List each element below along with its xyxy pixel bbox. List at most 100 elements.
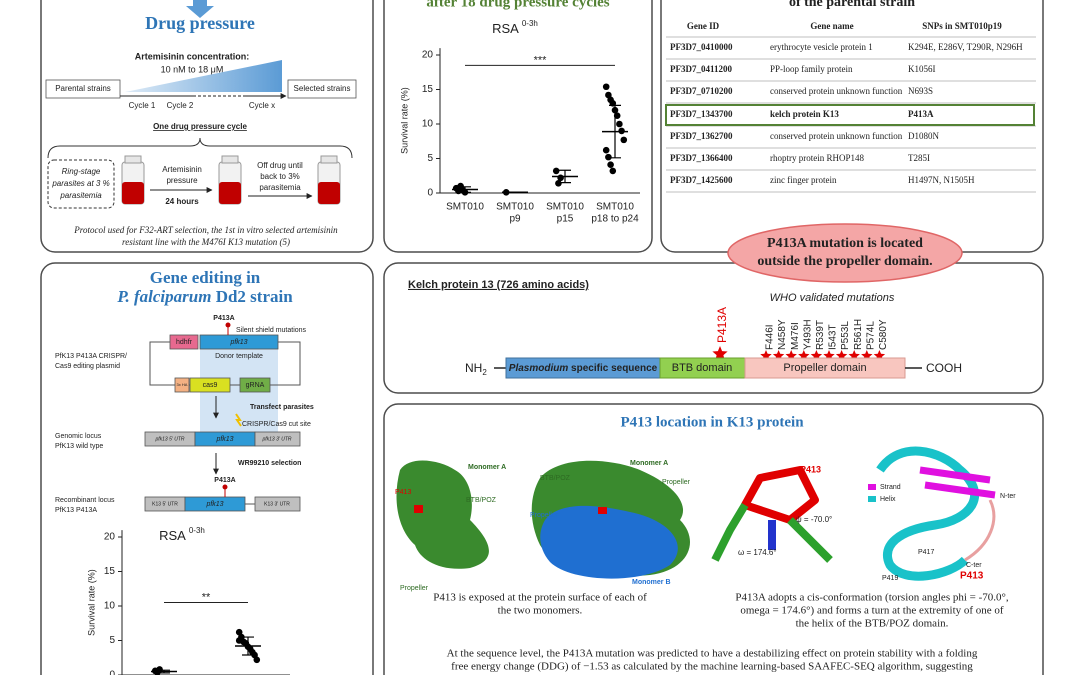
cycle-label: Cycle 1 — [129, 101, 156, 110]
selected-box — [287, 79, 357, 99]
caption-left: P413 is exposed at the protein surface o… — [433, 592, 647, 604]
backbone — [711, 502, 833, 563]
structure-label: N-ter — [1000, 493, 1016, 500]
gene-editing-title: Gene editing in — [150, 268, 261, 287]
structure-label: C-ter — [966, 562, 982, 569]
n-terminus-sub: 2 — [482, 368, 487, 377]
data-point — [235, 637, 243, 644]
diagram-label: P413A — [213, 315, 234, 322]
sd-bar — [559, 169, 571, 184]
monomer-b-surface — [540, 505, 678, 579]
x-tick-label: p18 to p24 — [591, 214, 639, 225]
cut-site — [235, 413, 242, 427]
column-header: Gene name — [810, 21, 853, 31]
table-cell: PF3D7_1425600 — [670, 175, 733, 185]
duration: 24 hours — [165, 197, 199, 206]
diagram-label: pfk13 — [205, 501, 223, 508]
ring-stage-text: Ring-stage — [62, 167, 101, 176]
paragraph: free energy change (DDG) of −1.53 as cal… — [451, 661, 973, 673]
table-cell: N693S — [908, 86, 933, 96]
species: P. falciparum — [116, 287, 211, 306]
diagram-label: Donor template — [215, 353, 263, 360]
diagram-label: PfK13 P413A CRISPR/ — [55, 353, 127, 360]
mutation-label: R539T — [815, 320, 826, 350]
y-tick-label: 20 — [104, 532, 116, 543]
diagram-label: pfk13 5' UTR — [154, 436, 184, 442]
table-cell: kelch protein K13 — [770, 109, 839, 119]
diagram-label: K13 3' UTR — [264, 501, 290, 507]
mutation-label: R561H — [853, 319, 864, 350]
diagram-label: pfk13 3' UTR — [261, 436, 291, 442]
structure-label: P413 — [960, 571, 984, 582]
selected-label: Selected strains — [294, 84, 351, 93]
diagram-label: Silent shield mutations — [236, 327, 307, 334]
protocol-caption: resistant line with the M476I K13 mutati… — [122, 237, 290, 247]
p413-site — [414, 505, 423, 513]
diagram-label: cas9 — [203, 382, 218, 389]
table-cell: PP-loop family protein — [770, 64, 853, 74]
parental-box — [45, 79, 121, 99]
table-cell: rhoptry protein RHOP148 — [770, 153, 864, 163]
mutation-label: C580Y — [878, 319, 889, 350]
sd-bar — [242, 636, 254, 656]
parental-label: Parental strains — [55, 84, 111, 93]
structure-label: BTB/POZ — [540, 475, 571, 482]
mutation-label: N458Y — [777, 319, 788, 350]
ring-stage-text: parasites at 3 % — [51, 179, 109, 188]
n-terminus: NH2 — [465, 361, 487, 377]
y-tick-label: 15 — [422, 84, 434, 95]
proline-ring — [741, 466, 819, 524]
data-point — [557, 174, 564, 182]
highlight-row — [665, 104, 1035, 126]
off-drug-text: Off drug until — [257, 161, 303, 170]
structure-label: BTB/POZ — [466, 497, 497, 504]
strain: Dd2 strain — [216, 287, 294, 306]
plasmodium-label: Plasmodium specific sequence — [509, 363, 658, 374]
diagram-label: PfK13 P413A — [55, 507, 97, 514]
chart-title-text: RSA — [492, 21, 519, 36]
x-tick-label: SMT010 — [496, 202, 534, 213]
significance-label: *** — [534, 54, 548, 66]
mutation-pin-head — [225, 322, 231, 328]
panel-survival — [383, 0, 653, 253]
data-point — [602, 146, 610, 154]
structure-title: P413 location in K13 protein — [620, 414, 804, 430]
table-cell: K1056I — [908, 64, 936, 74]
down-arrow — [186, 0, 214, 18]
data-point — [607, 161, 614, 169]
sd-bar — [459, 186, 471, 193]
structure-label: P417 — [918, 549, 934, 556]
protocol-caption: Protocol used for F32-ART selection, the… — [73, 225, 338, 235]
table-cell: P413A — [908, 109, 934, 119]
data-point — [555, 180, 562, 187]
mutation-pin-head — [222, 484, 228, 490]
table-cell: PF3D7_1362700 — [670, 131, 733, 141]
diagram-label: pfk13 — [229, 339, 247, 346]
structure-label: Propeller — [400, 585, 429, 592]
table-cell: PF3D7_0410000 — [670, 42, 733, 52]
caption-left: the two monomers. — [498, 605, 583, 617]
data-point — [609, 167, 617, 175]
x-tick-label: p9 — [509, 214, 521, 225]
structure-label: Strand — [880, 484, 901, 491]
diagram-label: Genomic locus — [55, 433, 102, 440]
specific-word: specific sequence — [571, 363, 658, 374]
cycle-title: One drug pressure cycle — [153, 122, 247, 131]
sd-bar — [158, 669, 170, 674]
sd-bar — [609, 104, 621, 159]
hdhfr-box — [169, 334, 199, 350]
utr-box — [254, 431, 301, 447]
ring-stage-text: parasitemia — [59, 191, 102, 200]
survival-title: after 18 drug pressure cycles — [426, 0, 609, 10]
p413a-label: P413A — [715, 307, 729, 343]
data-point — [253, 656, 261, 664]
cycle-label: Cycle 2 — [167, 101, 194, 110]
y-tick-label: 10 — [104, 601, 116, 612]
chart-title: RSA 0-3h — [159, 526, 205, 543]
panel-gene-editing — [40, 262, 374, 675]
diagram-label: 3x HA — [177, 382, 188, 387]
x-tick-label: p15 — [557, 214, 574, 225]
table-cell: conserved protein unknown function — [770, 86, 903, 96]
table-cell: conserved protein unknown function — [770, 131, 903, 141]
y-axis-label: Survival rate (%) — [86, 569, 96, 636]
